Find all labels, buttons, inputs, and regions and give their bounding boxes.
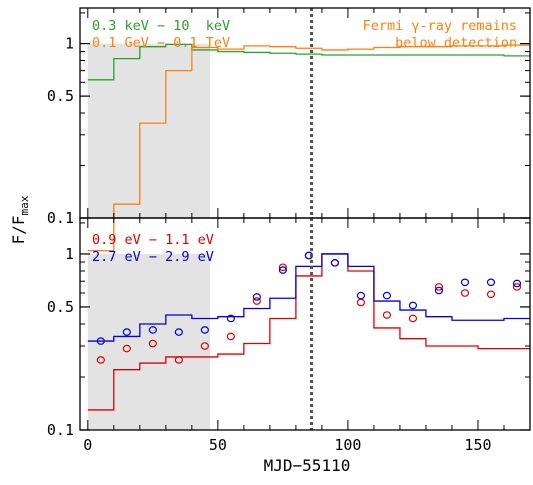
bottom-x-tick-label: 150 — [464, 436, 491, 454]
bottom-y-tick-label: 0.5 — [47, 298, 74, 316]
top-series-1-step-line — [87, 43, 530, 81]
bottom-series-3-point-4 — [174, 356, 183, 364]
bottom-series-3-point-7 — [252, 297, 261, 305]
top-legend-item-2: 0.1 GeV − 0.1 TeV — [92, 35, 230, 51]
bottom-series-4-point-10 — [330, 259, 340, 267]
bottom-x-tick-label: 0 — [83, 436, 92, 454]
bottom-series-2-step-line — [87, 253, 530, 342]
bottom-y-tick-label: 0.1 — [47, 421, 74, 439]
bottom-series-4-point-7 — [252, 293, 261, 301]
bottom-series-4-point-8 — [278, 266, 287, 274]
top-annotation-line-1: Fermi γ-ray remains — [363, 18, 517, 34]
bottom-legend-item-1: 0.9 eV − 1.1 eV — [92, 232, 214, 248]
top-ticks: 0.1 0.5 1 — [47, 8, 531, 227]
bottom-series-3-point-11 — [356, 298, 366, 307]
bottom-series-3-point-6 — [226, 332, 235, 341]
bottom-y-tick-label: 1 — [65, 245, 74, 263]
bottom-series-3-point-3 — [148, 339, 157, 348]
bottom-legend-item-2: 2.7 eV − 2.9 eV — [92, 249, 214, 265]
top-legend-item-1: 0.3 keV − 10 keV — [92, 18, 230, 34]
top-y-tick-label: 0.5 — [47, 87, 74, 105]
bottom-series-4-point-12 — [382, 291, 392, 300]
bottom-panel-shaded-region — [87, 253, 211, 430]
bottom-x-tick-label: 50 — [209, 436, 227, 454]
bottom-panel-frame — [79, 217, 531, 431]
bottom-series-4-point-4 — [174, 328, 183, 336]
bottom-series-4-point-1 — [96, 337, 105, 345]
bottom-series-4-point-2 — [122, 328, 131, 336]
bottom-series-3-point-14 — [434, 283, 444, 291]
bottom-series-4-point-14 — [434, 286, 444, 295]
bottom-series-3-point-13 — [408, 314, 418, 323]
bottom-series-3-point-15 — [460, 289, 470, 297]
bottom-series-4-point-17 — [512, 279, 522, 288]
bottom-series-3-point-1 — [96, 356, 105, 364]
bottom-series — [87, 251, 530, 411]
top-y-tick-label: 1 — [65, 35, 74, 53]
bottom-series-4-point-16 — [486, 278, 496, 287]
top-series-2-step-line — [87, 44, 530, 252]
x-axis-label: MJD−55110 — [264, 456, 351, 475]
y-axis-label: F/Fmax — [9, 195, 31, 244]
bottom-series-4-point-15 — [460, 278, 470, 287]
y-axis-label-subscript: max — [18, 195, 31, 215]
top-y-tick-label: 0.1 — [47, 209, 74, 227]
bottom-x-tick-label: 100 — [334, 436, 361, 454]
top-panel: 0.1 0.5 1 0.3 keV − 10 keV 0.1 GeV − 0.1 T… — [47, 7, 531, 252]
bottom-series-3-point-8 — [278, 263, 287, 272]
bottom-series-3-point-12 — [382, 311, 392, 319]
y-axis-label-main: F/F — [9, 215, 28, 244]
bottom-series-4-point-11 — [356, 291, 366, 300]
bottom-series-4-point-5 — [200, 326, 209, 334]
bottom-series-3-point-16 — [486, 290, 496, 299]
bottom-series-3-point-5 — [200, 342, 209, 350]
bottom-series-4-point-6 — [226, 314, 235, 323]
top-series — [87, 43, 530, 252]
bottom-series-4-point-3 — [148, 326, 157, 334]
bottom-series-3-point-2 — [122, 344, 131, 353]
bottom-series-3-point-17 — [512, 283, 522, 291]
bottom-panel: 0.1 0.5 1 0 50 100 150 0.9 eV − 1.1 eV 2.7 eV … — [47, 217, 531, 454]
bottom-series-4-point-13 — [408, 301, 418, 310]
top-panel-shaded-region — [87, 43, 211, 219]
svg-text:F/Fmax: F/Fmax — [9, 195, 31, 244]
top-annotation-line-2: below detection — [395, 35, 517, 51]
